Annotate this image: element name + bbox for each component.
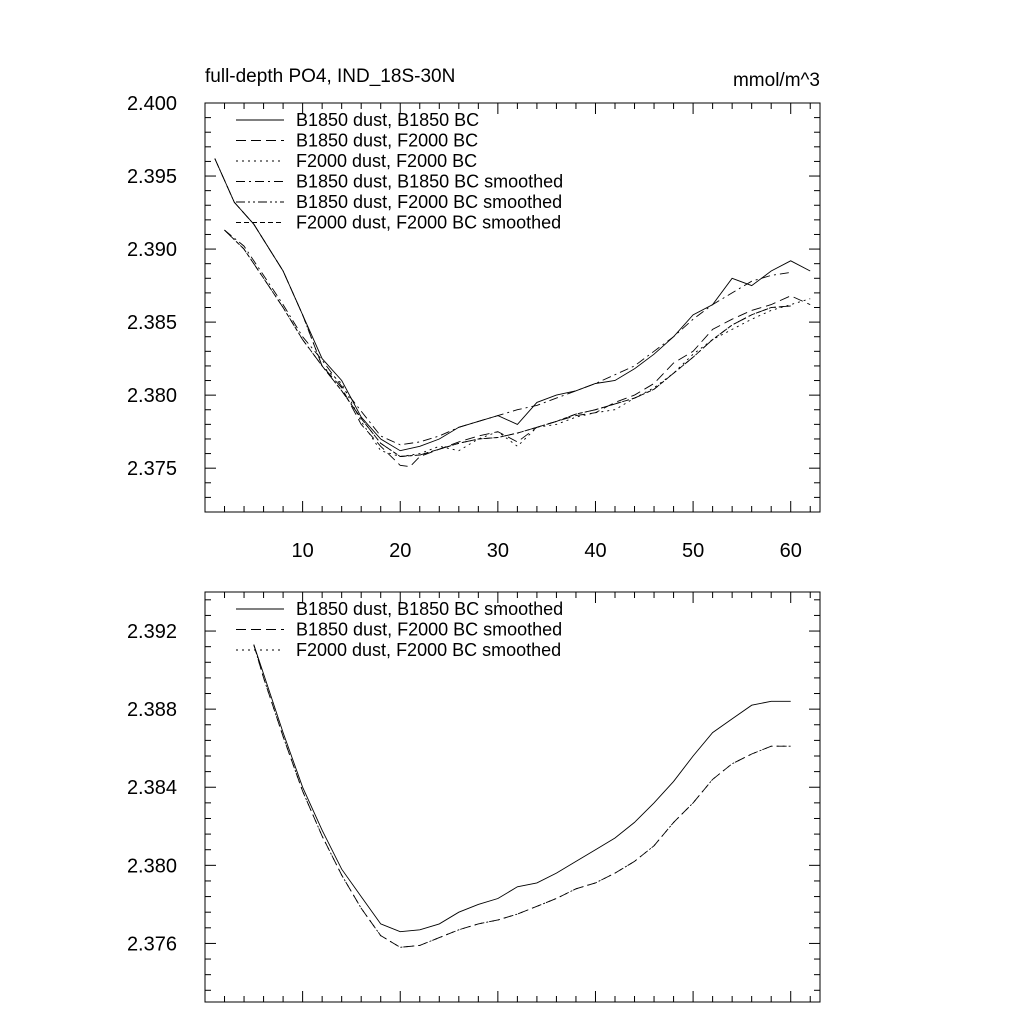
y-tick-label: 2.384 [127, 777, 177, 799]
series-line [224, 229, 791, 446]
tick-marks [205, 102, 820, 513]
bottom-panel: 2.376 2.380 2.384 2.388 2.392 B1850 dust, B1… [127, 591, 821, 1003]
legend-label: B1850 dust, B1850 BC smoothed [296, 599, 563, 619]
series-line [224, 229, 791, 457]
legend-label: F2000 dust, F2000 BC [296, 151, 477, 171]
plot-frame [204, 591, 821, 1003]
top-panel: full-depth PO4, IND_18S-30N mmol/m^3 2.3… [127, 66, 821, 562]
y-tick-label: 2.390 [127, 239, 177, 261]
legend-label: B1850 dust, F2000 BC [296, 131, 478, 151]
y-tick-label: 2.395 [127, 166, 177, 188]
y-tick-label: 2.385 [127, 312, 177, 334]
series-lines [214, 158, 811, 468]
x-tick-label: 60 [780, 540, 802, 562]
series-line [253, 644, 791, 933]
units-label: mmol/m^3 [733, 70, 820, 91]
x-tick-label: 10 [291, 540, 313, 562]
x-tick-labels: 10 20 30 40 50 60 [291, 540, 801, 562]
y-tick-label: 2.380 [127, 855, 177, 877]
legend-label: F2000 dust, F2000 BC smoothed [296, 213, 561, 233]
y-tick-label: 2.388 [127, 699, 177, 721]
y-tick-label: 2.376 [127, 933, 177, 955]
legend-label: F2000 dust, F2000 BC smoothed [296, 640, 561, 660]
legend-label: B1850 dust, F2000 BC smoothed [296, 192, 562, 212]
y-tick-label: 2.375 [127, 458, 177, 480]
y-tick-labels: 2.376 2.380 2.384 2.388 2.392 [127, 621, 177, 955]
series-line [224, 229, 791, 457]
y-tick-label: 2.380 [127, 385, 177, 407]
y-tick-labels: 2.375 2.380 2.385 2.390 2.395 2.400 [127, 93, 177, 480]
x-tick-label: 50 [682, 540, 704, 562]
series-lines [253, 644, 791, 948]
y-tick-label: 2.392 [127, 621, 177, 643]
legend-label: B1850 dust, B1850 BC [296, 110, 479, 130]
x-tick-label: 40 [584, 540, 606, 562]
tick-marks [205, 592, 820, 1002]
x-tick-label: 20 [389, 540, 411, 562]
series-line [253, 644, 791, 948]
y-tick-label: 2.400 [127, 93, 177, 115]
series-line [253, 644, 791, 948]
legend-label: B1850 dust, F2000 BC smoothed [296, 620, 562, 640]
legend-label: B1850 dust, B1850 BC smoothed [296, 172, 563, 192]
x-tick-label: 30 [487, 540, 509, 562]
chart-title: full-depth PO4, IND_18S-30N [205, 66, 455, 87]
